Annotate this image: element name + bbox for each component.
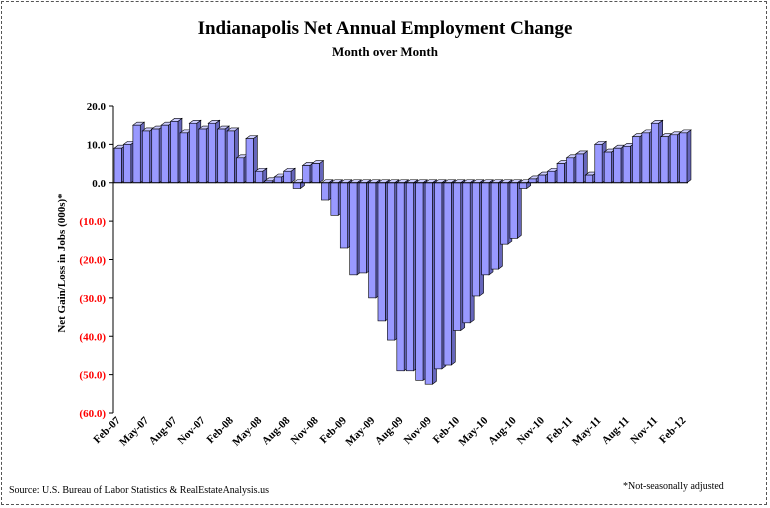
x-tick-label: Aug-09 [373,414,406,447]
x-tick-label: May-07 [117,414,151,448]
source-note: Source: U.S. Bureau of Labor Statistics … [9,485,269,496]
y-tick-label: 20.0 [87,101,107,113]
y-tick-label: (60.0) [79,408,106,420]
x-tick-label: May-09 [343,414,377,448]
x-tick-label: May-10 [456,414,490,448]
x-tick-label: Aug-07 [147,414,180,447]
y-tick-label: (20.0) [79,255,106,267]
x-tick-label: Aug-10 [486,414,519,447]
y-tick-label: 10.0 [87,139,107,151]
x-tick-label: Nov-07 [175,414,208,447]
x-tick-label: May-08 [230,414,264,448]
x-tick-label: Aug-08 [260,414,293,447]
y-tick-label: 0.0 [92,178,106,190]
x-tick-label: Aug-11 [600,415,632,447]
chart-subtitle: Month over Month [332,44,438,59]
y-tick-label: (30.0) [79,293,106,305]
seasonal-note: *Not-seasonally adjusted [623,481,724,492]
y-tick-label: (40.0) [79,331,106,343]
x-tick-label: Feb-12 [657,414,689,446]
x-tick-label: Nov-11 [628,415,660,447]
bar [311,159,325,184]
x-tick-label: May-11 [570,415,604,449]
y-tick-label: (10.0) [79,216,106,228]
x-tick-label: Nov-10 [515,414,548,447]
bar [678,129,692,184]
x-tick-label: Nov-09 [402,414,435,447]
chart-title: Indianapolis Net Annual Employment Chang… [197,18,573,39]
y-tick-label: (50.0) [79,370,106,382]
x-tick-label: Nov-08 [289,414,322,447]
bar [282,167,296,184]
